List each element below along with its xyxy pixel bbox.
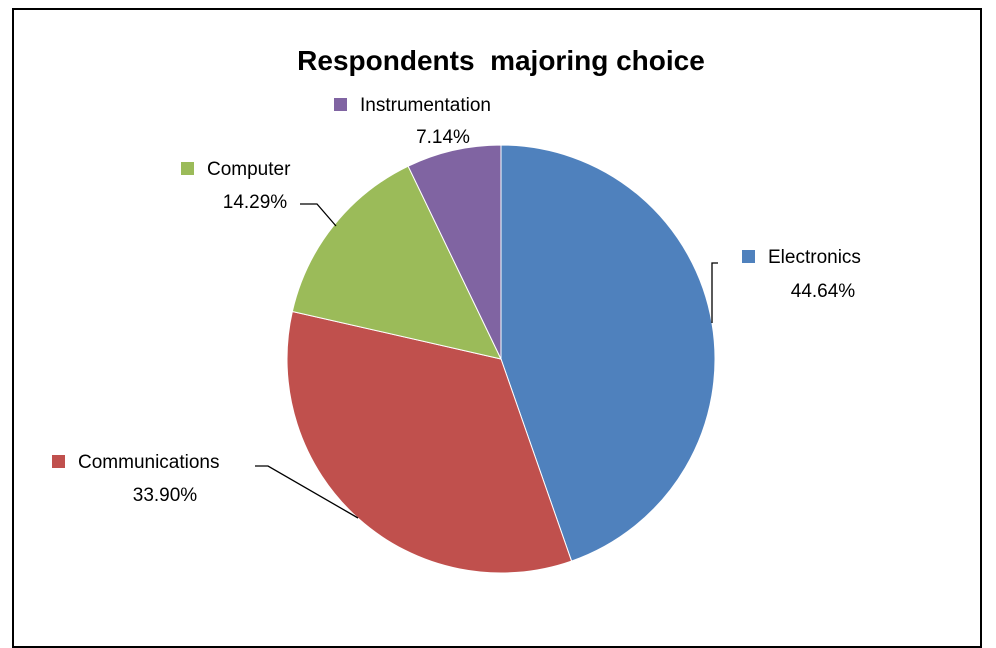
pie-slice-electronics [500, 144, 716, 562]
label-swatch-computer [181, 162, 194, 175]
slices-layer [286, 144, 716, 574]
value-label-communications: 33.90% [133, 485, 198, 506]
pie-slice-instrumentation [407, 144, 502, 360]
value-label-instrumentation: 7.14% [416, 127, 470, 148]
chart-title: Respondents majoring choice [297, 45, 705, 76]
data-labels-layer: Electronics 44.64% Communications 33.90% Com… [52, 95, 861, 506]
pie-slice-computer [291, 165, 502, 360]
category-label-computer: Computer [207, 159, 291, 180]
leader-line-computer [300, 203, 337, 227]
category-label-electronics: Electronics [768, 247, 861, 268]
leader-line-communications [255, 465, 359, 519]
category-label-communications: Communications [78, 452, 220, 473]
pie-chart: Respondents majoring choice Electronics 4… [52, 45, 861, 574]
leader-line-electronics [711, 262, 718, 323]
category-label-instrumentation: Instrumentation [360, 95, 491, 116]
value-label-electronics: 44.64% [791, 281, 856, 302]
label-swatch-instrumentation [334, 98, 347, 111]
label-swatch-communications [52, 455, 65, 468]
pie-slice-communications [286, 310, 573, 574]
value-label-computer: 14.29% [223, 192, 288, 213]
label-swatch-electronics [742, 250, 755, 263]
leader-lines-layer [255, 203, 718, 519]
